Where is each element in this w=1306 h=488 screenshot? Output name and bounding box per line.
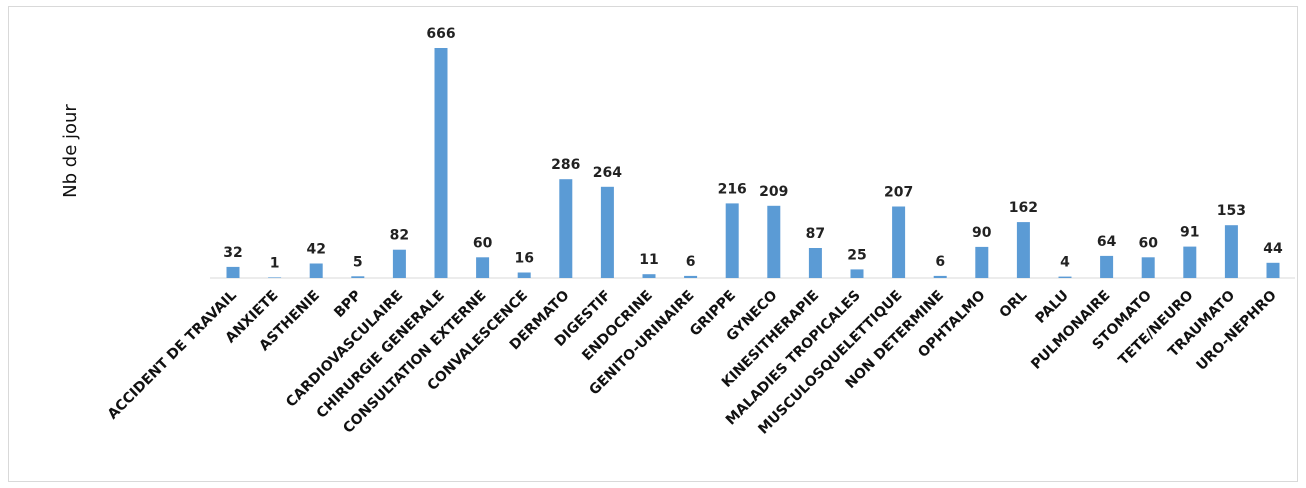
bar-17 (933, 275, 947, 278)
bar-20 (1058, 276, 1072, 278)
value-label-12: 216 (718, 181, 747, 197)
chart-frame (8, 6, 1298, 482)
bar-6 (476, 257, 490, 278)
bar-10 (642, 274, 656, 278)
bar-8 (559, 179, 573, 278)
bar-1 (268, 277, 282, 278)
value-label-9: 264 (593, 165, 622, 181)
x-tick-label-3: BPP (331, 288, 364, 321)
bar-16 (892, 206, 906, 278)
y-axis-label: Nb de jour (60, 104, 81, 198)
value-label-23: 91 (1180, 225, 1199, 241)
value-label-20: 4 (1060, 255, 1070, 271)
value-label-2: 42 (306, 242, 325, 258)
value-label-22: 60 (1138, 235, 1158, 251)
value-label-16: 207 (884, 185, 913, 201)
value-label-5: 666 (426, 26, 455, 42)
bar-23 (1183, 246, 1197, 278)
value-label-1: 1 (270, 255, 280, 271)
bar-5 (434, 48, 448, 278)
bar-18 (975, 246, 989, 278)
bars-group (226, 48, 1280, 278)
x-tick-label-0: ACCIDENT DE TRAVAIL (105, 287, 240, 422)
bar-3 (351, 276, 365, 278)
bar-24 (1224, 225, 1238, 278)
value-label-21: 64 (1097, 234, 1117, 250)
value-label-3: 5 (353, 254, 363, 270)
value-label-4: 82 (390, 228, 409, 244)
bar-22 (1141, 257, 1155, 278)
bar-9 (600, 186, 614, 278)
value-label-10: 11 (639, 252, 658, 268)
value-label-6: 60 (473, 235, 493, 251)
x-tick-label-20: PALU (1033, 288, 1072, 327)
x-tick-label-23: TETE/NEURO (1116, 287, 1197, 368)
value-label-7: 16 (514, 251, 533, 267)
bar-15 (850, 269, 864, 278)
bar-7 (517, 272, 531, 278)
value-label-24: 153 (1217, 203, 1246, 219)
value-label-13: 209 (759, 184, 788, 200)
bar-4 (392, 249, 406, 278)
bar-11 (684, 275, 698, 278)
value-label-11: 6 (686, 254, 696, 270)
value-labels-group: 32 1 42 5 82 666 60 16 286 264 11 6 216 209 87 25 207 6 90… (223, 26, 1283, 271)
value-label-25: 44 (1263, 241, 1283, 257)
x-tick-label-25: URO-NEPHRO (1194, 287, 1280, 373)
bar-19 (1016, 222, 1030, 278)
bar-13 (767, 205, 781, 278)
value-label-18: 90 (972, 225, 992, 241)
bar-12 (725, 203, 739, 278)
value-label-0: 32 (223, 245, 242, 261)
bar-21 (1100, 255, 1114, 278)
value-label-15: 25 (847, 247, 866, 263)
value-label-8: 286 (551, 157, 580, 173)
bar-14 (808, 248, 822, 278)
value-label-17: 6 (935, 254, 945, 270)
bar-2 (309, 263, 323, 278)
bar-0 (226, 266, 240, 278)
value-label-19: 162 (1009, 200, 1038, 216)
bar-25 (1266, 262, 1280, 278)
x-tick-label-19: ORL (997, 287, 1031, 321)
value-label-14: 87 (806, 226, 825, 242)
